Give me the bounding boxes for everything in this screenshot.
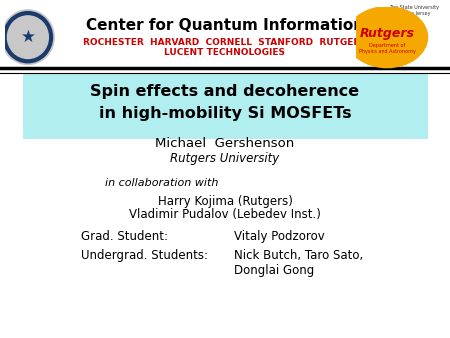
- Circle shape: [3, 11, 53, 63]
- Circle shape: [2, 10, 54, 65]
- Text: Undergrad. Students:: Undergrad. Students:: [81, 249, 208, 262]
- Text: LUCENT TECHNOLOGIES: LUCENT TECHNOLOGIES: [165, 48, 285, 57]
- FancyBboxPatch shape: [22, 74, 427, 139]
- Text: ROCHESTER  HARVARD  CORNELL  STANFORD  RUTGERS: ROCHESTER HARVARD CORNELL STANFORD RUTGE…: [83, 38, 367, 47]
- Text: Donglai Gong: Donglai Gong: [234, 264, 314, 277]
- Text: Nick Butch, Taro Sato,: Nick Butch, Taro Sato,: [234, 249, 363, 262]
- Text: Harry Kojima (Rutgers): Harry Kojima (Rutgers): [158, 195, 292, 208]
- Text: The State University
of New Jersey: The State University of New Jersey: [389, 5, 439, 16]
- Text: Vitaly Podzorov: Vitaly Podzorov: [234, 230, 325, 243]
- Bar: [0, 0, 450, 68]
- Text: Vladimir Pudalov (Lebedev Inst.): Vladimir Pudalov (Lebedev Inst.): [129, 208, 321, 221]
- Text: Michael  Gershenson: Michael Gershenson: [155, 137, 295, 150]
- Text: Rutgers University: Rutgers University: [171, 152, 279, 165]
- Text: Center for Quantum Information: Center for Quantum Information: [86, 18, 364, 33]
- Text: ★: ★: [20, 28, 36, 46]
- Text: Spin effects and decoherence: Spin effects and decoherence: [90, 84, 360, 99]
- Text: in high-mobility Si MOSFETs: in high-mobility Si MOSFETs: [99, 106, 351, 121]
- Circle shape: [346, 7, 428, 68]
- Text: Rutgers: Rutgers: [360, 27, 414, 40]
- Text: Grad. Student:: Grad. Student:: [81, 230, 168, 243]
- Text: Department of
Physics and Astronomy: Department of Physics and Astronomy: [359, 43, 415, 54]
- Text: in collaboration with: in collaboration with: [105, 177, 219, 188]
- Circle shape: [8, 16, 49, 58]
